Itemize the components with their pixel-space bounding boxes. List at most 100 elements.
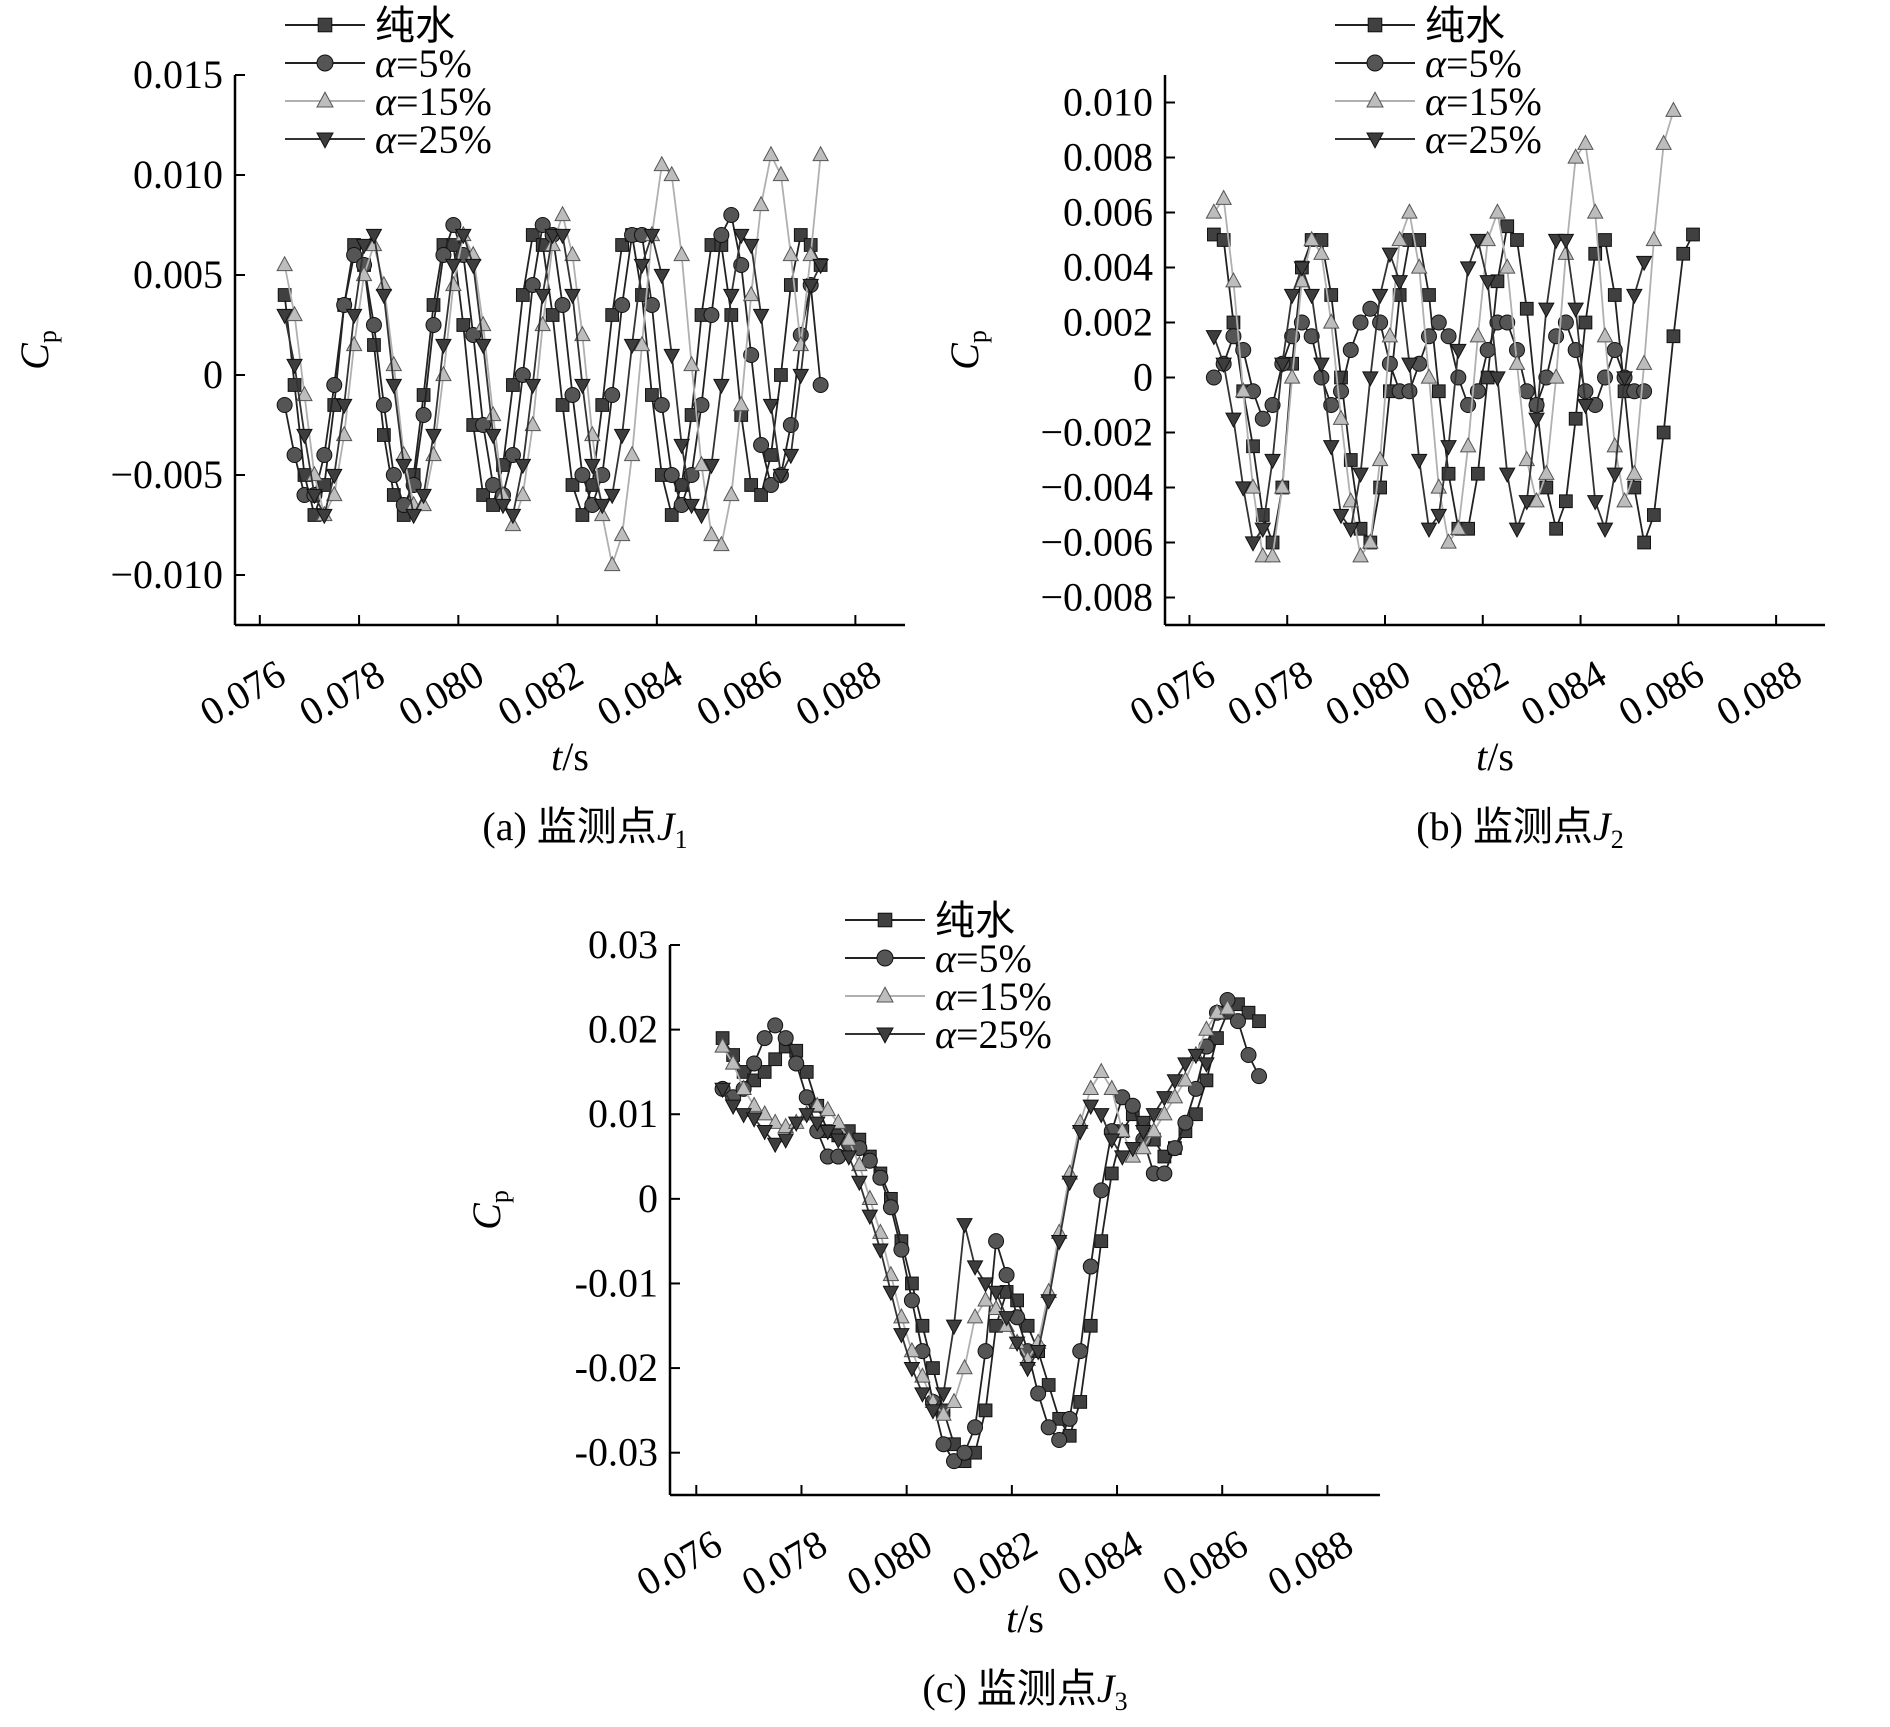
chart-panel-3: 0.030.020.010-0.01-0.02-0.030.076 0.078 0.… [464, 898, 1380, 1716]
legend-marker [1367, 17, 1383, 33]
data-point [684, 408, 699, 422]
data-point [924, 1404, 942, 1420]
data-point [456, 318, 471, 332]
data-point [753, 437, 770, 453]
panel-caption: (a) 监测点J1 [482, 804, 687, 854]
data-point [1216, 233, 1231, 247]
data-point [276, 255, 293, 272]
data-point [583, 458, 601, 475]
data-point [555, 398, 570, 412]
data-point [1499, 314, 1516, 331]
data-point [316, 447, 333, 463]
data-point [926, 1361, 940, 1375]
data-point [1606, 436, 1624, 453]
data-point [735, 1108, 752, 1124]
data-point [1440, 440, 1457, 456]
data-point [756, 1125, 774, 1141]
data-point [774, 368, 788, 382]
data-point [1616, 491, 1633, 508]
legend-marker [1366, 91, 1384, 108]
legend-label: α=15% [935, 974, 1052, 1019]
legend: 纯水α=5%α=15%α=25% [845, 898, 1052, 1057]
data-point [903, 1292, 920, 1309]
data-point [777, 1030, 794, 1047]
data-point [850, 1175, 868, 1192]
legend-label-text: =5% [396, 41, 472, 86]
y-tick-label: 0.008 [1063, 135, 1153, 180]
data-point [840, 1130, 858, 1146]
data-point [545, 308, 560, 322]
legend-label-symbol: α [935, 936, 957, 981]
data-point [506, 378, 520, 392]
data-point [762, 145, 780, 162]
data-point [574, 378, 591, 395]
legend-marker [317, 17, 333, 33]
data-point [1020, 1318, 1035, 1333]
data-point [1073, 1395, 1088, 1409]
data-point [935, 1387, 952, 1403]
legend-label-symbol: α [935, 974, 957, 1019]
legend-marker [876, 1027, 894, 1044]
data-point [1381, 247, 1399, 264]
data-point [1676, 246, 1691, 261]
data-point [1303, 230, 1321, 247]
y-tick-label: −0.005 [110, 452, 223, 497]
data-point [1567, 302, 1585, 319]
legend-marker [1366, 132, 1384, 149]
data-point [1187, 1048, 1205, 1065]
data-point [829, 1113, 847, 1129]
data-point [799, 1065, 814, 1079]
data-point [306, 488, 323, 505]
data-point [1557, 314, 1574, 331]
data-point [575, 508, 590, 522]
data-point [914, 1367, 931, 1383]
y-tick-label: 0.006 [1063, 190, 1153, 235]
data-point [703, 307, 720, 323]
legend-label-text: 纯水 [935, 898, 1015, 943]
data-point [861, 1209, 879, 1226]
data-point [772, 468, 790, 485]
data-point [673, 245, 691, 262]
data-point [946, 1453, 962, 1470]
data-point [1225, 412, 1242, 429]
data-point [1166, 1088, 1184, 1104]
data-point [1040, 1294, 1058, 1310]
data-point [808, 1096, 826, 1112]
data-point [595, 398, 610, 412]
x-tick-label: 0.086 [689, 651, 789, 735]
data-point [1391, 230, 1409, 247]
data-point [787, 1116, 805, 1132]
data-point [1450, 369, 1467, 386]
data-point [1596, 326, 1614, 343]
data-point [798, 1108, 816, 1124]
data-point [345, 335, 363, 352]
data-point [504, 508, 522, 525]
data-point [693, 508, 710, 525]
data-point [326, 377, 343, 393]
data-point [465, 327, 482, 343]
data-point [1215, 357, 1233, 374]
data-point [435, 338, 452, 355]
legend-marker [316, 54, 334, 72]
data-point [454, 228, 472, 245]
data-point [633, 335, 651, 352]
data-point [998, 1311, 1015, 1327]
data-point [524, 378, 542, 395]
data-point [1440, 533, 1457, 549]
data-point [1537, 464, 1555, 480]
data-point [956, 1218, 973, 1234]
y-tick-label: 0.01 [588, 1091, 658, 1136]
data-point [1518, 383, 1535, 400]
data-point [683, 498, 700, 515]
chart-panel-2: 0.010 0.008 0.006 0.004 0.002 0 −0.002 −0.004 −0… [942, 3, 1825, 854]
data-point [1420, 522, 1438, 539]
data-point [1254, 410, 1271, 427]
data-point [1459, 436, 1477, 453]
y-axis-title-main: C [464, 1202, 509, 1230]
x-tick-label: 0.082 [944, 1521, 1044, 1605]
x-tick-label: 0.076 [1122, 651, 1222, 735]
data-point [1449, 343, 1467, 360]
data-point [802, 245, 820, 262]
data-point [603, 555, 621, 572]
